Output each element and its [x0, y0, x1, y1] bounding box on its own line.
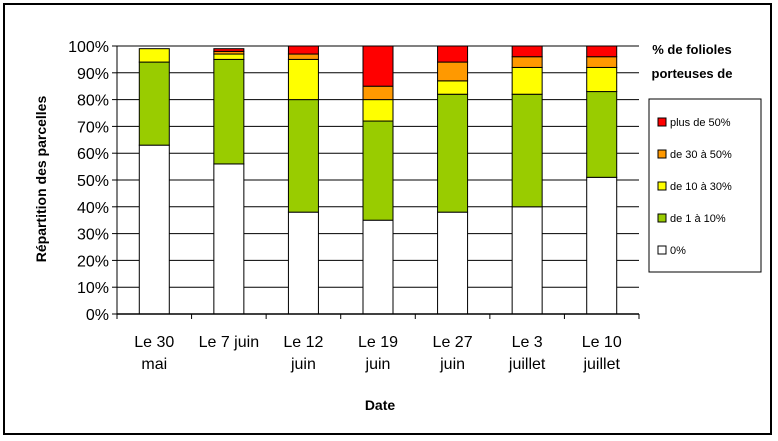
bar-segment-4-2: [287, 45, 319, 55]
bars: [138, 45, 618, 315]
legend-title: % de folioles porteuses de: [652, 42, 733, 81]
legend-title-line: % de folioles: [652, 42, 731, 57]
stacked-bar-chart: Le 30 mai Le 7 juin Le 12 juin Le 19 juin Le 27…: [33, 39, 762, 413]
legend-label: plus de 50%: [670, 117, 731, 129]
legend-title-line: porteuses de: [652, 66, 733, 81]
y-tick-label: 50%: [77, 173, 109, 190]
bar-segment-3-5: [511, 56, 543, 68]
bar-segment-2-0: [138, 48, 170, 63]
bar-segment-3-3: [362, 85, 394, 101]
bar-segment-0-2: [287, 211, 319, 315]
bar-segment-2-6: [586, 66, 618, 93]
bar-segment-4-5: [511, 45, 543, 58]
bar-segment-1-3: [362, 120, 394, 221]
legend-label: de 30 à 50%: [670, 149, 732, 161]
y-tick-label: 30%: [77, 227, 109, 244]
bar-segment-0-6: [586, 176, 618, 315]
y-tick-label: 90%: [77, 66, 109, 83]
bar-segment-2-3: [362, 99, 394, 122]
y-tick-label: 40%: [77, 200, 109, 217]
bar-segment-0-4: [437, 211, 469, 315]
bar-segment-0-0: [138, 144, 170, 315]
bar-segment-2-2: [287, 58, 319, 101]
x-axis-label: Date: [365, 397, 396, 413]
bar-segment-3-4: [437, 61, 469, 82]
legend-box: [648, 98, 762, 273]
x-tick-label: Le 30 mai: [134, 334, 174, 373]
bar-segment-0-1: [213, 163, 245, 315]
bar-segment-1-5: [511, 93, 543, 208]
bar-segment-2-4: [437, 80, 469, 95]
x-tick-labels: Le 30 mai Le 7 juin Le 12 juin Le 19 juin Le 27…: [134, 334, 622, 373]
legend: plus de 50% de 30 à 50% de 10 à 30% de 1 à …: [648, 98, 762, 273]
bar-segment-0-3: [362, 219, 394, 315]
y-tick-label: 60%: [77, 146, 109, 163]
bar-segment-1-1: [213, 58, 245, 165]
y-tick-labels: 0% 10% 20% 30% 40% 50% 60% 70% 80% 90% 100%: [68, 39, 109, 324]
y-tick-label: 100%: [68, 39, 109, 56]
bar-segment-0-5: [511, 206, 543, 315]
bar-segment-1-0: [138, 61, 170, 146]
bar-segment-4-1: [213, 48, 245, 52]
y-tick-label: 0%: [86, 307, 109, 324]
chart-frame: Le 30 mai Le 7 juin Le 12 juin Le 19 juin Le 27…: [3, 3, 772, 435]
bar-segment-1-4: [437, 93, 469, 213]
bar-segment-3-2: [287, 53, 319, 60]
legend-label: de 10 à 30%: [670, 181, 732, 193]
bar-segment-1-2: [287, 99, 319, 213]
y-axis-label: Répartition des parcelles: [33, 96, 49, 263]
axes: [116, 46, 640, 319]
legend-swatch: [657, 245, 667, 255]
y-tick-label: 10%: [77, 280, 109, 297]
x-tick-label: Le 19 juin: [358, 334, 398, 373]
legend-label: 0%: [670, 245, 686, 257]
y-tick-label: 80%: [77, 93, 109, 110]
bar-segment-4-3: [362, 45, 394, 87]
x-tick-label: Le 27 juin: [433, 334, 473, 373]
legend-swatch: [657, 213, 667, 223]
x-tick-label: Le 7 juin: [199, 334, 260, 351]
bar-segment-2-5: [511, 66, 543, 95]
y-tick-label: 20%: [77, 253, 109, 270]
legend-swatch: [657, 149, 667, 159]
legend-swatch: [657, 181, 667, 191]
x-tick-label: Le 12 juin: [283, 334, 323, 373]
bar-segment-3-6: [586, 56, 618, 68]
x-tick-label: Le 10 juillet: [582, 334, 622, 373]
bar-segment-1-6: [586, 91, 618, 178]
y-tick-label: 70%: [77, 119, 109, 136]
legend-label: de 1 à 10%: [670, 213, 726, 225]
bar-segment-2-1: [213, 53, 245, 60]
bar-segment-4-6: [586, 45, 618, 58]
bar-segment-4-4: [437, 45, 469, 63]
x-tick-label: Le 3 juillet: [508, 334, 546, 373]
legend-swatch: [657, 117, 667, 127]
